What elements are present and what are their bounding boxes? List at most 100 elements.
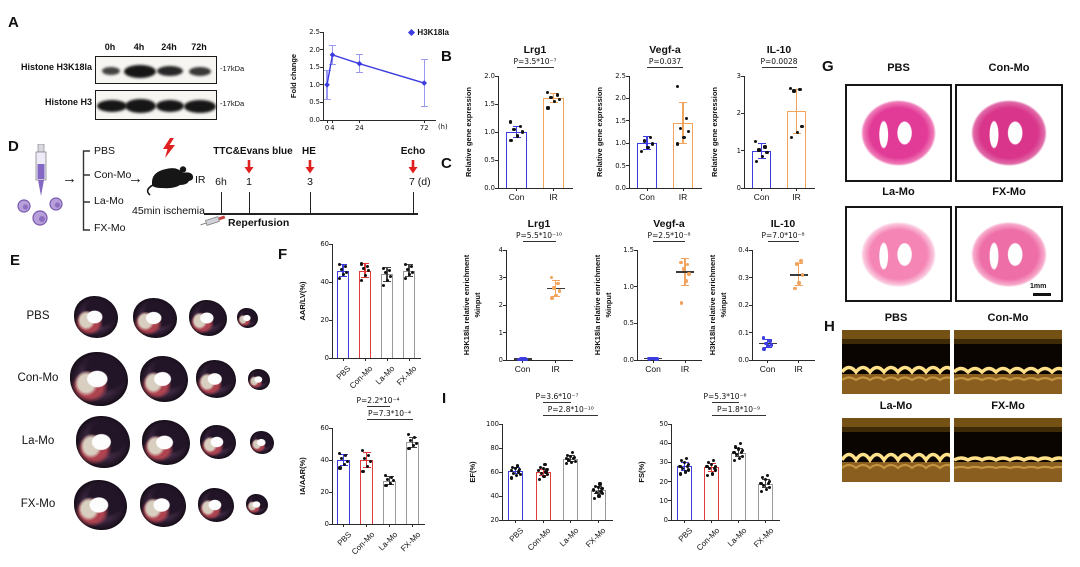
data-point xyxy=(685,464,689,468)
y-tick xyxy=(749,332,752,334)
error-bar xyxy=(342,264,344,277)
data-point xyxy=(537,477,541,481)
blot-image-h3k18la xyxy=(95,56,217,84)
data-point xyxy=(410,270,415,275)
data-point xyxy=(793,286,797,291)
group-con-mo: Con-Mo xyxy=(94,169,132,181)
ttc-row-label-pbs: PBS xyxy=(26,310,50,322)
he-title-la-mo: La-Mo xyxy=(882,186,915,198)
error-cap xyxy=(339,275,347,277)
x-axis xyxy=(332,524,425,526)
y-tick xyxy=(668,481,671,483)
timeline-tick xyxy=(221,192,223,213)
blot-lane-label-4h: 4h xyxy=(133,42,145,52)
error-cap xyxy=(405,275,413,277)
p-value-label: P=0.0028 xyxy=(760,57,798,66)
data-point xyxy=(679,301,684,305)
y-tick xyxy=(503,304,506,306)
data-point xyxy=(764,487,768,491)
chart-title: Vegf-a xyxy=(649,44,681,56)
error-cap xyxy=(328,63,336,65)
x-tick xyxy=(553,188,555,191)
data-point xyxy=(384,473,388,477)
data-point xyxy=(391,479,395,483)
ir-label: IR xyxy=(195,174,206,186)
y-tick xyxy=(749,304,752,306)
data-point xyxy=(387,269,391,273)
y-tick xyxy=(668,519,671,521)
data-point xyxy=(792,89,796,93)
data-point xyxy=(512,128,516,132)
y-tick-label: 40 xyxy=(320,278,329,286)
blot-row-label-h3: Histone H3 xyxy=(44,97,92,107)
data-point xyxy=(552,286,556,290)
data-point xyxy=(339,268,344,272)
error-cap xyxy=(757,142,766,144)
data-point xyxy=(407,447,411,451)
x-tick xyxy=(412,524,414,527)
data-point xyxy=(518,472,522,476)
y-tick xyxy=(499,471,502,473)
data-point xyxy=(337,263,341,267)
error-bar xyxy=(408,264,410,277)
error-bar xyxy=(646,136,648,150)
bar xyxy=(406,442,419,524)
blot-band xyxy=(189,66,211,76)
blot-band xyxy=(184,99,216,113)
y-tick xyxy=(626,97,629,100)
data-point xyxy=(550,296,554,300)
syringe-icon xyxy=(200,215,226,226)
y-tick xyxy=(499,423,502,425)
y-tick-label: 100 xyxy=(486,420,499,428)
data-point xyxy=(573,459,577,463)
y-axis-label: H3K18la relative enrichment xyxy=(708,254,717,356)
heart-slice-image xyxy=(133,298,177,338)
y-tick-label: 60 xyxy=(490,468,499,476)
y-tick-label: 0.2 xyxy=(738,301,749,309)
error-cap xyxy=(643,135,651,137)
data-point xyxy=(705,474,710,478)
echo-trace xyxy=(842,418,950,482)
data-point xyxy=(366,269,371,273)
y-tick-label: 60 xyxy=(320,424,329,432)
data-point xyxy=(557,289,562,294)
error-cap xyxy=(420,58,428,60)
data-point xyxy=(344,270,349,275)
y-tick-label: 0 xyxy=(663,516,668,524)
data-point xyxy=(678,472,683,476)
y-axis xyxy=(323,32,325,120)
echo-title-fx-mo: FX-Mo xyxy=(991,400,1025,412)
error-bar xyxy=(388,476,391,485)
data-point xyxy=(569,454,573,458)
blot-kda-label: -17kDa xyxy=(220,99,245,108)
blot-kda-label: -17kDa xyxy=(220,64,245,73)
x-tick-label: 24 xyxy=(355,124,364,132)
data-point xyxy=(407,432,411,436)
data-point xyxy=(597,494,601,498)
y-tick xyxy=(668,423,671,425)
p-value-line xyxy=(522,241,556,243)
ischemia-label: 45min ischemia xyxy=(132,205,205,217)
y-tick xyxy=(741,112,744,115)
data-point xyxy=(367,453,371,457)
heart-slice-image xyxy=(198,488,234,522)
y-tick-label: 30 xyxy=(659,458,668,467)
error-cap xyxy=(323,69,331,71)
x-category-label: IR xyxy=(680,364,690,374)
he-image-la-mo xyxy=(845,206,952,302)
y-axis xyxy=(744,76,746,188)
error-cap xyxy=(763,338,772,340)
data-point xyxy=(754,159,758,163)
error-cap xyxy=(361,263,369,265)
vegfa-chip-chart: Vegf-a H3K18la relative enrichment %input 0… xyxy=(593,218,709,376)
y-axis-label: Relative gene expression xyxy=(595,86,604,178)
data-point xyxy=(517,468,522,472)
data-point xyxy=(754,139,758,143)
x-tick xyxy=(408,358,410,361)
data-point xyxy=(557,97,561,102)
x-axis xyxy=(629,188,702,190)
x-tick xyxy=(570,520,572,523)
x-axis xyxy=(752,360,815,362)
y-tick-label: 20 xyxy=(659,477,668,486)
red-arrow-down-icon xyxy=(305,160,315,174)
